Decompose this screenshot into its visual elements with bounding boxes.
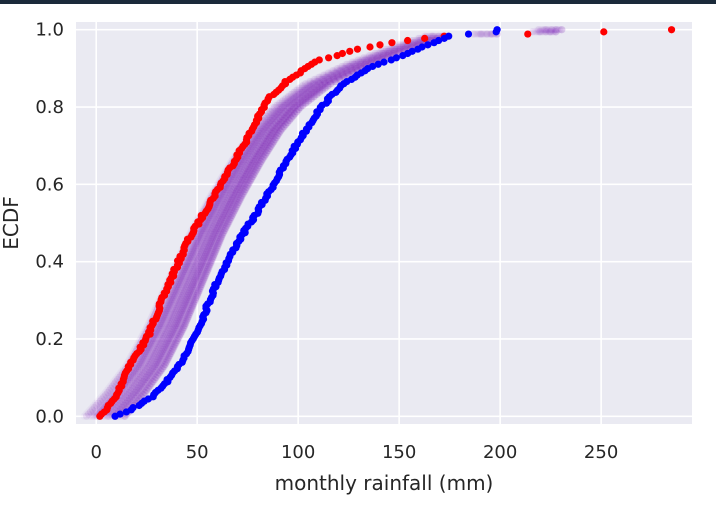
grid-lines — [76, 22, 692, 424]
window-top-bar — [0, 0, 716, 4]
plot-area — [76, 22, 692, 424]
data-series — [96, 26, 676, 420]
